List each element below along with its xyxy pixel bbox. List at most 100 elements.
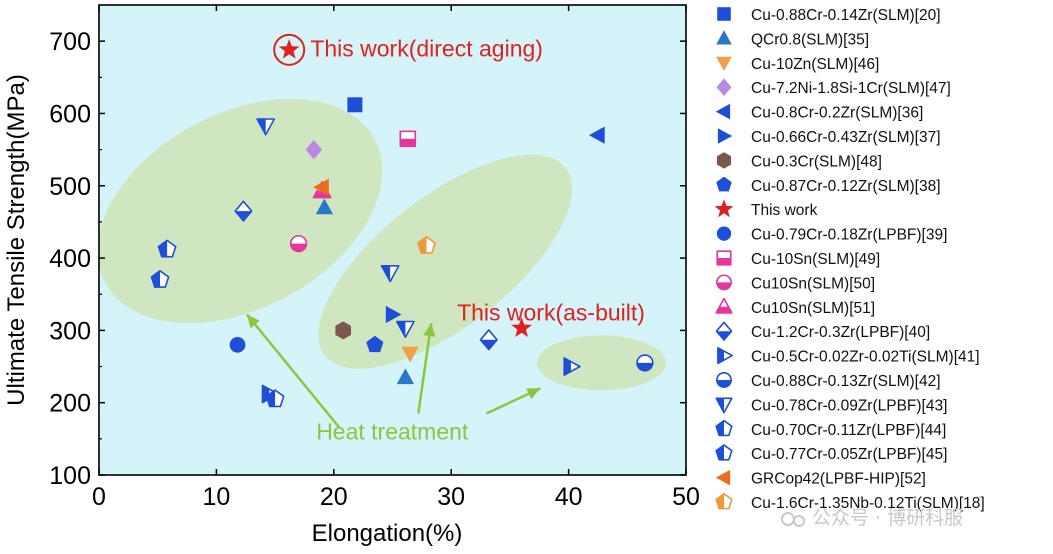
legend-marker — [716, 152, 732, 169]
legend-marker — [715, 492, 733, 510]
data-point-5-0 — [385, 305, 402, 324]
data-point-16-1 — [380, 264, 400, 283]
legend-marker — [715, 469, 731, 486]
y-tick-label: 700 — [49, 28, 91, 56]
legend-marker — [715, 321, 733, 341]
watermark-text: 公众号 · 博研科服 — [812, 507, 963, 529]
x-tick-label: 20 — [320, 483, 348, 511]
data-point-16-2 — [395, 320, 415, 339]
legend-item: Cu-10Zn(SLM)[46] — [716, 56, 879, 73]
arrow-1 — [417, 322, 436, 414]
data-point-7-0 — [366, 335, 384, 353]
data-point-19-0 — [313, 178, 329, 196]
legend-item: GRCop42(LPBF-HIP)[52] — [715, 469, 926, 488]
heat-treatment-arrows — [245, 313, 541, 429]
legend-item: Cu-0.66Cr-0.43Zr(SLM)[37] — [717, 128, 941, 146]
legend-marker — [715, 444, 733, 461]
axes: 0 10 20 30 40 50 100 200 300 400 500 600 700 — [49, 4, 700, 511]
legend-label: Cu-0.87Cr-0.12Zr(SLM)[38] — [751, 178, 941, 195]
legend-item: Cu-0.70Cr-0.11Zr(LPBF)[44] — [715, 419, 946, 439]
legend-marker — [716, 176, 732, 192]
legend-marker — [716, 250, 732, 266]
region-cluster-right — [536, 335, 667, 391]
legend-item: Cu-0.5Cr-0.02Zr-0.02Ti(SLM)[41] — [717, 346, 980, 366]
data-point-0-0 — [347, 97, 363, 113]
legend-item: Cu-0.3Cr(SLM)[48] — [716, 152, 882, 170]
legend-label: Cu-10Sn(SLM)[49] — [751, 251, 880, 268]
legend-label: QCr0.8(SLM)[35] — [751, 31, 869, 48]
y-tick-label: 100 — [49, 462, 91, 490]
x-tick-label: 10 — [202, 483, 230, 511]
y-tick-label: 600 — [49, 100, 91, 128]
legend-marker — [716, 274, 732, 291]
data-point-17-0 — [150, 269, 170, 288]
watermark-logo-icon — [781, 512, 805, 527]
legend-label: Cu-0.70Cr-0.11Zr(LPBF)[44] — [751, 422, 946, 439]
legend-item: Cu-1.6Cr-1.35Nb-0.12Ti(SLM)[18] — [715, 492, 985, 512]
legend-label: This work — [751, 202, 818, 219]
legend-marker — [716, 30, 732, 45]
data-point-8-1 — [278, 39, 300, 59]
data-point-1-0 — [315, 198, 333, 215]
legend-item: This work — [714, 199, 818, 219]
x-tick-label: 0 — [92, 483, 106, 511]
legend-item: Cu-0.77Cr-0.05Zr(LPBF)[45] — [715, 444, 947, 463]
x-axis-label: Elongation(%) — [312, 520, 463, 547]
annotation-2: Heat treatment — [316, 419, 469, 445]
data-point-6-0 — [335, 321, 351, 340]
legend-marker — [716, 226, 732, 241]
data-point-18-1 — [265, 389, 285, 408]
legend-item: Cu-10Sn(SLM)[49] — [716, 250, 880, 268]
y-axis-label: Ultimate Tensile Strength(MPa) — [3, 74, 30, 406]
x-tick-label: 40 — [555, 483, 583, 511]
legend-label: Cu-0.79Cr-0.18Zr(LPBF)[39] — [751, 227, 947, 244]
data-point-14-1 — [563, 357, 581, 377]
legend: Cu-0.88Cr-0.14Zr(SLM)[20] QCr0.8(SLM)[35]… — [714, 7, 985, 512]
y-tick-label: 300 — [49, 317, 91, 345]
region-cluster-middle — [318, 154, 573, 369]
legend-label: Cu-1.6Cr-1.35Nb-0.12Ti(SLM)[18] — [751, 495, 985, 512]
legend-marker — [717, 128, 733, 144]
annotation-1: This work(as-built) — [457, 299, 645, 325]
legend-label: Cu10Sn(SLM)[51] — [751, 300, 875, 317]
data-point-8-0 — [511, 317, 532, 337]
legend-item: Cu-0.87Cr-0.12Zr(SLM)[38] — [716, 176, 941, 195]
legend-marker — [715, 419, 733, 437]
legend-item: Cu10Sn(SLM)[51] — [715, 297, 875, 317]
data-point-1-1 — [396, 368, 414, 385]
legend-label: Cu-0.5Cr-0.02Zr-0.02Ti(SLM)[41] — [751, 349, 980, 366]
legend-marker — [716, 78, 732, 96]
legend-item: Cu-0.88Cr-0.13Zr(SLM)[42] — [716, 372, 941, 390]
data-point-9-0 — [229, 336, 246, 353]
arrow-0 — [245, 313, 341, 429]
annotations: This work(direct aging) This work(as-buil… — [310, 35, 645, 444]
legend-label: Cu-0.77Cr-0.05Zr(LPBF)[45] — [751, 446, 947, 463]
data-point-13-1 — [479, 329, 498, 351]
legend-label: Cu-1.2Cr-0.3Zr(LPBF)[40] — [751, 324, 930, 341]
annotation-0: This work(direct aging) — [310, 35, 543, 61]
legend-label: Cu10Sn(SLM)[50] — [751, 275, 875, 292]
y-tick-label: 400 — [49, 245, 91, 273]
data-point-18-0 — [157, 239, 177, 258]
legend-label: Cu-0.88Cr-0.13Zr(SLM)[42] — [751, 373, 941, 390]
legend-marker — [715, 297, 733, 314]
legend-marker — [715, 397, 733, 414]
legend-item: Cu-0.8Cr-0.2Zr(SLM)[36] — [715, 103, 923, 122]
legend-label: Cu-0.66Cr-0.43Zr(SLM)[37] — [751, 129, 941, 146]
data-point-13-0 — [234, 200, 253, 222]
data-points — [150, 33, 654, 408]
data-point-3-0 — [305, 139, 323, 160]
data-point-11-0 — [289, 234, 308, 253]
legend-marker — [717, 346, 734, 365]
legend-label: Cu-0.78Cr-0.09Zr(LPBF)[43] — [751, 397, 947, 414]
legend-item: Cu10Sn(SLM)[50] — [716, 274, 875, 292]
legend-marker — [716, 372, 732, 388]
legend-label: Cu-0.3Cr(SLM)[48] — [751, 153, 882, 170]
legend-item: Cu-1.2Cr-0.3Zr(LPBF)[40] — [715, 321, 930, 341]
legend-label: Cu-10Zn(SLM)[46] — [751, 56, 879, 73]
legend-marker — [715, 103, 731, 120]
data-point-4-0 — [589, 126, 605, 144]
legend-label: Cu-0.88Cr-0.14Zr(SLM)[20] — [751, 7, 941, 24]
legend-item: QCr0.8(SLM)[35] — [716, 30, 869, 48]
